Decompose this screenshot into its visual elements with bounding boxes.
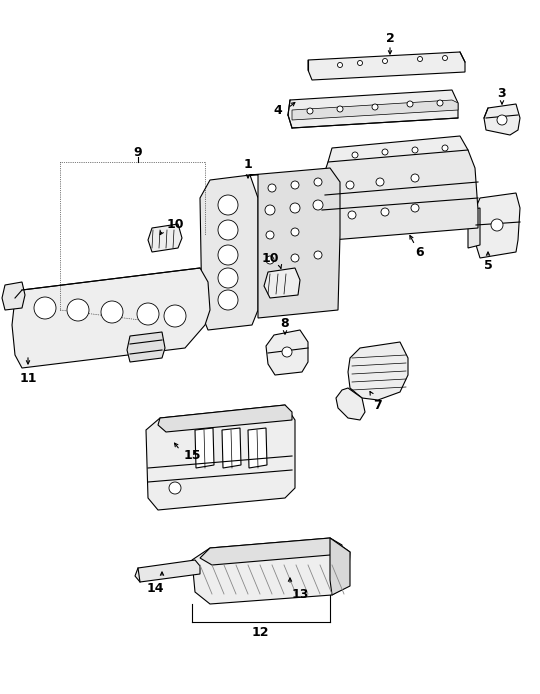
Circle shape xyxy=(382,149,388,155)
Circle shape xyxy=(357,60,362,65)
Text: 15: 15 xyxy=(183,448,201,462)
Circle shape xyxy=(291,254,299,262)
Polygon shape xyxy=(127,332,165,362)
Polygon shape xyxy=(195,428,214,468)
Circle shape xyxy=(34,297,56,319)
Polygon shape xyxy=(12,268,210,368)
Circle shape xyxy=(348,211,356,219)
Polygon shape xyxy=(264,268,300,298)
Circle shape xyxy=(407,101,413,107)
Polygon shape xyxy=(200,538,342,565)
Circle shape xyxy=(442,145,448,151)
Text: 7: 7 xyxy=(374,398,382,412)
Circle shape xyxy=(442,56,448,60)
Text: 13: 13 xyxy=(291,589,309,602)
Circle shape xyxy=(411,204,419,212)
Polygon shape xyxy=(336,388,365,420)
Polygon shape xyxy=(468,208,480,248)
Circle shape xyxy=(313,200,323,210)
Polygon shape xyxy=(135,560,200,582)
Polygon shape xyxy=(322,150,478,240)
Text: 8: 8 xyxy=(281,316,289,330)
Text: 6: 6 xyxy=(416,246,424,258)
Circle shape xyxy=(265,205,275,215)
Text: 12: 12 xyxy=(251,625,269,638)
Circle shape xyxy=(218,290,238,310)
Circle shape xyxy=(346,181,354,189)
Circle shape xyxy=(290,203,300,213)
Circle shape xyxy=(137,303,159,325)
Circle shape xyxy=(382,58,388,63)
Polygon shape xyxy=(250,168,340,318)
Circle shape xyxy=(101,301,123,323)
Text: 1: 1 xyxy=(244,158,252,171)
Circle shape xyxy=(314,251,322,259)
Polygon shape xyxy=(146,405,295,510)
Polygon shape xyxy=(192,538,350,604)
Circle shape xyxy=(268,184,276,192)
Circle shape xyxy=(497,115,507,125)
Circle shape xyxy=(372,104,378,110)
Circle shape xyxy=(337,106,343,112)
Circle shape xyxy=(291,228,299,236)
Text: 4: 4 xyxy=(274,103,282,117)
Circle shape xyxy=(218,195,238,215)
Polygon shape xyxy=(148,224,182,252)
Text: 3: 3 xyxy=(498,87,507,99)
Polygon shape xyxy=(288,90,458,128)
Polygon shape xyxy=(328,136,468,175)
Text: 10: 10 xyxy=(261,251,279,264)
Circle shape xyxy=(307,108,313,114)
Circle shape xyxy=(266,231,274,239)
Text: 14: 14 xyxy=(146,582,164,595)
Circle shape xyxy=(338,62,342,67)
Circle shape xyxy=(381,208,389,216)
Polygon shape xyxy=(484,104,520,135)
Text: 9: 9 xyxy=(134,146,143,158)
Polygon shape xyxy=(248,428,267,468)
Circle shape xyxy=(314,178,322,186)
Circle shape xyxy=(417,56,422,62)
Polygon shape xyxy=(200,175,258,330)
Circle shape xyxy=(376,178,384,186)
Polygon shape xyxy=(348,342,408,400)
Circle shape xyxy=(291,181,299,189)
Circle shape xyxy=(437,100,443,106)
Circle shape xyxy=(218,220,238,240)
Text: 2: 2 xyxy=(386,31,394,44)
Polygon shape xyxy=(222,428,241,468)
Polygon shape xyxy=(474,193,520,258)
Polygon shape xyxy=(158,405,292,432)
Circle shape xyxy=(67,299,89,321)
Circle shape xyxy=(266,256,274,264)
Circle shape xyxy=(412,147,418,153)
Polygon shape xyxy=(2,282,25,310)
Text: 5: 5 xyxy=(484,258,492,271)
Circle shape xyxy=(218,245,238,265)
Polygon shape xyxy=(308,52,465,80)
Text: 10: 10 xyxy=(166,217,184,230)
Circle shape xyxy=(169,482,181,494)
Circle shape xyxy=(218,268,238,288)
Circle shape xyxy=(411,174,419,182)
Polygon shape xyxy=(292,100,458,120)
Circle shape xyxy=(491,219,503,231)
Circle shape xyxy=(282,347,292,357)
Polygon shape xyxy=(330,538,350,595)
Circle shape xyxy=(352,152,358,158)
Text: 11: 11 xyxy=(19,371,37,384)
Polygon shape xyxy=(266,330,308,375)
Circle shape xyxy=(164,305,186,327)
